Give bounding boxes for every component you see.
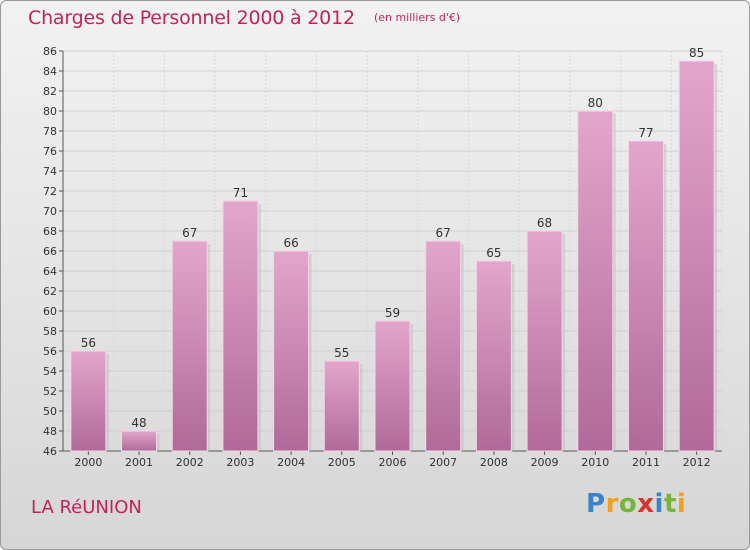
bar-2010 — [577, 110, 614, 452]
bar-2000 — [70, 350, 107, 452]
bar-2008 — [475, 260, 512, 452]
y-tick-label: 46 — [43, 445, 57, 458]
chart-title: Charges de Personnel 2000 à 2012 — [28, 7, 355, 29]
bar-2007 — [425, 240, 462, 452]
data-labels: 56 48 67 71 66 55 59 67 65 68 80 77 85 — [81, 46, 705, 430]
data-label: 67 — [182, 226, 197, 240]
y-tick-label: 76 — [43, 145, 57, 158]
x-tick-label: 2002 — [176, 456, 204, 469]
title-row: Charges de Personnel 2000 à 2012 (en mil… — [28, 7, 460, 29]
x-tick-label: 2009 — [531, 456, 559, 469]
data-label: 80 — [588, 96, 603, 110]
bar-2012 — [678, 60, 715, 452]
bar-2003 — [222, 200, 259, 452]
y-tick-label: 60 — [43, 305, 57, 318]
x-tick-label: 2004 — [277, 456, 305, 469]
x-tick-label: 2001 — [125, 456, 153, 469]
chart-subtitle: (en milliers d'€) — [373, 11, 461, 24]
y-tick-label: 86 — [43, 45, 57, 58]
y-tick-label: 82 — [43, 85, 57, 98]
data-label: 55 — [334, 346, 349, 360]
y-tick-label: 68 — [43, 225, 57, 238]
bar-2006 — [374, 320, 411, 452]
x-tick-label: 2007 — [429, 456, 457, 469]
x-tick-label: 2003 — [226, 456, 254, 469]
data-label: 56 — [81, 336, 96, 350]
y-tick-label: 78 — [43, 125, 57, 138]
data-label: 65 — [486, 246, 501, 260]
bar-2001 — [121, 430, 158, 452]
data-label: 48 — [131, 416, 146, 430]
data-label: 77 — [638, 126, 653, 140]
y-tick-label: 64 — [43, 265, 57, 278]
bar-2005 — [323, 360, 360, 452]
bar-2009 — [526, 230, 563, 452]
data-label: 67 — [436, 226, 451, 240]
y-tick-label: 70 — [43, 205, 57, 218]
axes: 46 48 50 52 54 56 58 60 62 64 66 68 70 72 74 76 78 80 82 84… — [43, 45, 722, 469]
x-tick-label: 2000 — [74, 456, 102, 469]
proxiti-logo: Proxiti — [586, 489, 687, 519]
data-label: 71 — [233, 186, 248, 200]
y-tick-label: 54 — [43, 365, 57, 378]
y-tick-label: 72 — [43, 185, 57, 198]
y-tick-label: 66 — [43, 245, 57, 258]
bar-2011 — [627, 140, 664, 452]
x-tick-label: 2005 — [328, 456, 356, 469]
x-tick-label: 2008 — [480, 456, 508, 469]
data-label: 68 — [537, 216, 552, 230]
y-tick-label: 50 — [43, 405, 57, 418]
data-label: 59 — [385, 306, 400, 320]
x-tick-label: 2010 — [581, 456, 609, 469]
y-tick-label: 58 — [43, 325, 57, 338]
y-tick-label: 56 — [43, 345, 57, 358]
data-label: 66 — [283, 236, 298, 250]
y-tick-label: 48 — [43, 425, 57, 438]
y-tick-label: 80 — [43, 105, 57, 118]
y-tick-label: 52 — [43, 385, 57, 398]
y-tick-label: 62 — [43, 285, 57, 298]
x-tick-label: 2011 — [632, 456, 660, 469]
y-tick-label: 74 — [43, 165, 57, 178]
y-tick-label: 84 — [43, 65, 57, 78]
bar-2004 — [273, 250, 310, 452]
bars — [70, 60, 718, 452]
data-label: 85 — [689, 46, 704, 60]
x-tick-label: 2006 — [379, 456, 407, 469]
region-label: LA RéUNION — [31, 497, 142, 518]
bar-2002 — [171, 240, 208, 452]
x-tick-label: 2012 — [683, 456, 711, 469]
